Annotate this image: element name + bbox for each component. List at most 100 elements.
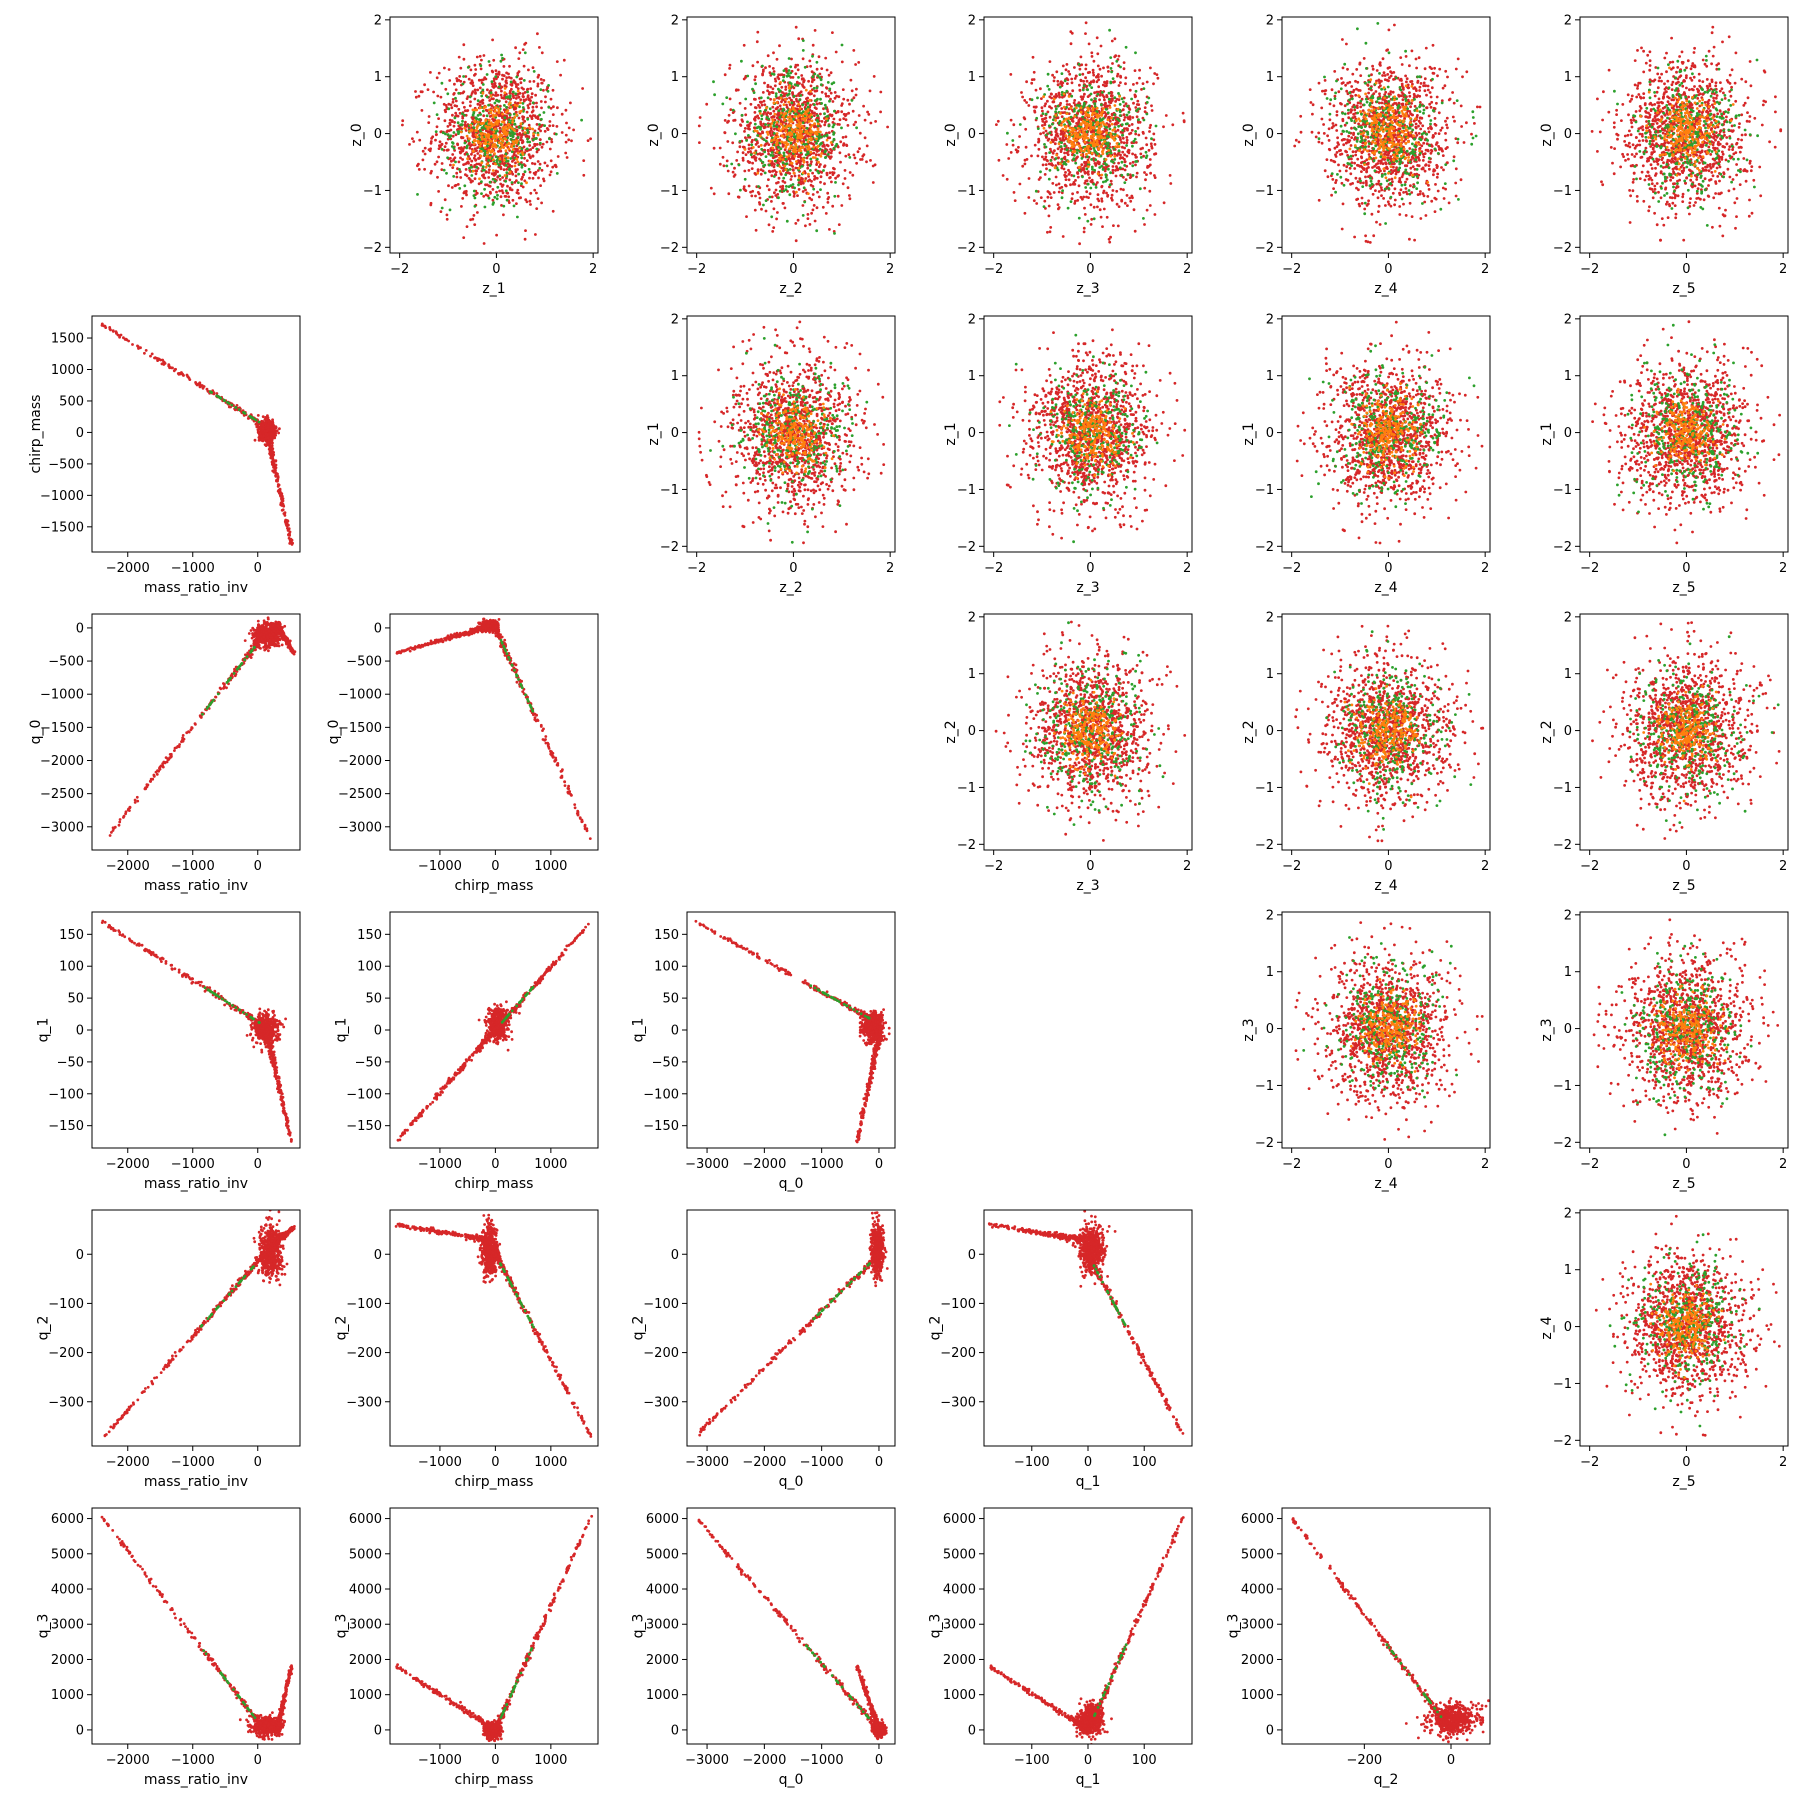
scatter-point [493,195,497,199]
scatter-point [483,205,487,209]
scatter-point [471,169,475,173]
scatter-point [485,95,489,99]
scatter-point [1060,72,1064,75]
scatter-point [551,165,555,169]
scatter-point [1085,190,1089,194]
scatter-point [1084,63,1088,67]
scatter-point [1054,164,1058,168]
scatter-point [848,171,852,174]
scatter-point [819,97,822,101]
scatter-point [1056,134,1060,138]
scatter-point [527,167,531,171]
scatter-point [772,51,775,55]
scatter-point [1123,146,1126,150]
scatter-point [812,145,816,149]
scatter-point [1118,95,1121,98]
scatter-point [508,178,512,182]
scatter-point [1049,92,1053,96]
scatter-point [1142,118,1146,122]
scatter-point [809,169,812,172]
scatter-point [536,82,540,86]
scatter-point [1108,240,1112,244]
scatter-point [1064,68,1068,72]
scatter-point [452,147,456,150]
scatter-point [1058,120,1062,123]
scatter-point [478,128,482,132]
y-axis-label: z_0 [349,123,365,146]
scatter-point [521,92,525,95]
scatter-point [487,171,491,174]
scatter-point [461,82,465,86]
scatter-point [705,102,709,106]
scatter-point [1104,158,1108,161]
scatter-point [1091,142,1095,146]
scatter-point [528,114,532,118]
scatter-point [423,152,427,156]
scatter-point [538,162,542,166]
scatter-point [797,188,801,191]
scatter-point [494,114,498,117]
scatter-point [1105,129,1109,132]
scatter-point [763,103,767,107]
scatter-point [511,118,515,121]
scatter-point [1055,153,1059,157]
scatter-point [743,148,747,151]
scatter-point [759,159,763,162]
scatter-point [816,74,820,78]
scatter-point [1101,225,1104,229]
scatter-point [874,120,877,123]
scatter-point [712,80,715,84]
scatter-point [1063,144,1067,148]
scatter-point [801,121,805,124]
scatter-point [773,191,776,195]
scatter-point [1075,143,1079,146]
scatter-point [479,142,483,146]
scatter-point [1137,103,1141,106]
scatter-point [498,104,502,108]
scatter-point [738,145,742,149]
scatter-point [1048,230,1052,234]
scatter-point [1139,147,1143,151]
scatter-point [1169,182,1173,185]
scatter-point [1133,137,1137,141]
scatter-point [520,182,523,186]
scatter-point [1036,127,1040,130]
scatter-point [804,138,808,142]
scatter-point [1093,105,1097,108]
scatter-point [459,130,463,134]
scatter-point [471,117,475,121]
scatter-point [1053,136,1057,140]
scatter-point [1122,100,1125,104]
scatter-point [473,223,477,227]
scatter-point [775,125,779,129]
scatter-point [819,135,823,139]
scatter-point [1057,93,1061,97]
scatter-point [1111,77,1115,80]
scatter-point [549,170,553,174]
scatter-point [804,88,808,92]
scatter-point [1081,72,1085,76]
scatter-point [554,132,558,136]
scatter-point [446,92,450,96]
scatter-point [435,76,439,80]
scatter-point [1109,235,1112,239]
scatter-point [1122,61,1126,64]
scatter-point [1060,196,1064,200]
scatter-point [1115,142,1119,145]
scatter-point [1039,87,1042,91]
scatter-point [778,157,782,161]
scatter-point [801,171,805,175]
scatter-point [1065,174,1068,178]
scatter-point [825,134,829,138]
scatter-point [761,91,765,94]
scatter-point [811,171,814,175]
scatter-point [493,94,497,97]
scatter-point [532,80,536,83]
scatter-point [1124,82,1127,86]
scatter-point [481,137,484,141]
scatter-point [1092,121,1095,125]
scatter-point [1105,146,1109,150]
scatter-point [521,175,524,179]
scatter-point [518,146,521,150]
scatter-point [824,94,828,98]
